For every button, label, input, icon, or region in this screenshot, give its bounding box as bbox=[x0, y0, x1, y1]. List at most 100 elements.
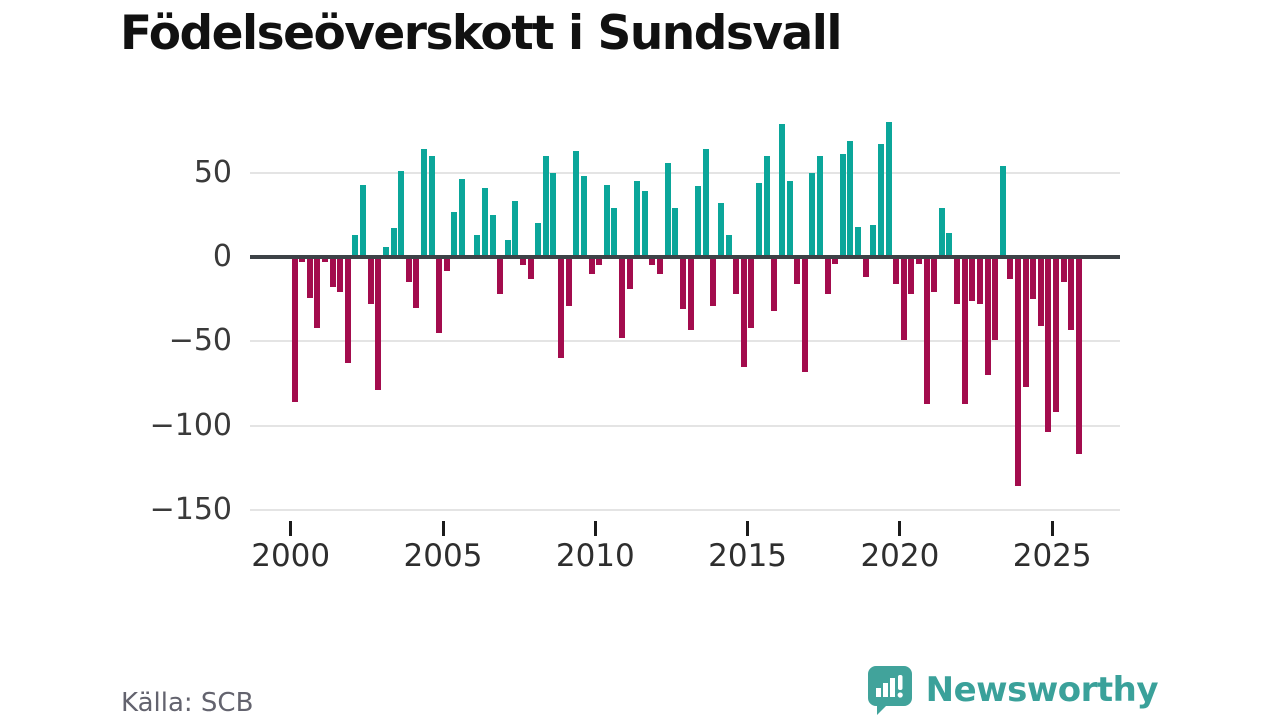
brand-name: Newsworthy bbox=[925, 670, 1159, 710]
x-tick-2025 bbox=[1050, 521, 1054, 536]
bar-2020Q2 bbox=[908, 257, 915, 295]
gridline-y-50 bbox=[250, 340, 1120, 343]
bar-2008Q2 bbox=[542, 155, 549, 257]
bar-2014Q1 bbox=[717, 203, 724, 257]
x-axis-label-2020: 2020 bbox=[860, 538, 940, 574]
bar-2011Q2 bbox=[634, 181, 641, 257]
bar-2000Q3 bbox=[306, 257, 313, 298]
bar-2021Q1 bbox=[931, 257, 938, 293]
bar-2022Q4 bbox=[984, 257, 991, 376]
bar-2015Q4 bbox=[771, 257, 778, 311]
bar-2009Q2 bbox=[573, 150, 580, 257]
bar-2003Q2 bbox=[390, 228, 397, 257]
bar-2006Q2 bbox=[481, 187, 488, 257]
bar-2001Q1 bbox=[322, 257, 328, 263]
source-label: Källa: SCB bbox=[121, 688, 254, 718]
bar-2025Q4 bbox=[1075, 257, 1082, 455]
bar-2008Q4 bbox=[558, 257, 564, 359]
bar-2018Q1 bbox=[839, 154, 846, 257]
bar-2021Q4 bbox=[954, 257, 960, 305]
bar-2005Q3 bbox=[459, 179, 465, 257]
bar-2004Q1 bbox=[413, 257, 420, 308]
y-axis-label--150: −150 bbox=[149, 492, 232, 528]
x-axis-label-2000: 2000 bbox=[251, 538, 331, 574]
bar-2001Q4 bbox=[344, 257, 351, 364]
x-tick-2000 bbox=[289, 521, 293, 536]
x-axis-label-2015: 2015 bbox=[708, 538, 788, 574]
bar-2009Q1 bbox=[565, 257, 572, 306]
bar-2001Q2 bbox=[329, 257, 336, 288]
bar-2024Q1 bbox=[1022, 257, 1029, 387]
bar-2023Q1 bbox=[992, 257, 999, 340]
x-axis-label-2005: 2005 bbox=[403, 538, 483, 574]
bar-2025Q2 bbox=[1060, 257, 1067, 283]
bar-2024Q4 bbox=[1045, 257, 1052, 433]
bar-2006Q1 bbox=[474, 235, 481, 257]
bar-2002Q2 bbox=[360, 184, 366, 257]
bar-2019Q4 bbox=[893, 257, 900, 284]
bar-2002Q3 bbox=[367, 257, 374, 305]
bar-2021Q3 bbox=[946, 233, 953, 257]
bar-2011Q1 bbox=[626, 257, 633, 290]
bar-2007Q4 bbox=[527, 257, 534, 279]
bar-2023Q2 bbox=[999, 165, 1006, 257]
bar-2018Q3 bbox=[855, 226, 861, 257]
bar-2022Q1 bbox=[961, 257, 968, 404]
bar-2004Q2 bbox=[421, 149, 427, 257]
bar-2011Q3 bbox=[641, 191, 648, 257]
bar-2022Q2 bbox=[969, 257, 976, 301]
bar-2003Q1 bbox=[382, 246, 389, 257]
y-axis-label-50: 50 bbox=[193, 154, 232, 190]
bar-2017Q1 bbox=[809, 172, 816, 257]
bar-2024Q2 bbox=[1030, 257, 1037, 300]
bar-2000Q2 bbox=[299, 257, 306, 263]
bar-2012Q4 bbox=[679, 257, 686, 310]
bar-2022Q3 bbox=[976, 257, 983, 305]
bar-2010Q2 bbox=[603, 184, 610, 257]
bar-2005Q2 bbox=[451, 211, 458, 257]
bar-2008Q3 bbox=[550, 172, 557, 257]
bar-2003Q4 bbox=[405, 257, 412, 283]
newsworthy-logo-icon bbox=[867, 666, 912, 715]
bar-2019Q3 bbox=[885, 122, 892, 257]
bar-2012Q1 bbox=[657, 257, 663, 274]
bar-2010Q3 bbox=[611, 208, 618, 257]
bar-2004Q3 bbox=[428, 155, 435, 257]
bar-2019Q2 bbox=[877, 144, 884, 257]
bar-2012Q3 bbox=[672, 208, 679, 257]
bar-2017Q4 bbox=[832, 257, 839, 264]
bar-2004Q4 bbox=[436, 257, 443, 333]
bar-2007Q2 bbox=[512, 201, 519, 257]
bar-2021Q2 bbox=[938, 208, 945, 257]
bar-2016Q2 bbox=[786, 181, 793, 257]
bar-2014Q4 bbox=[740, 257, 747, 367]
bar-2013Q3 bbox=[702, 149, 709, 257]
x-tick-2015 bbox=[746, 521, 750, 536]
bar-2011Q4 bbox=[649, 257, 656, 266]
x-tick-2020 bbox=[898, 521, 902, 536]
bar-2003Q3 bbox=[398, 171, 405, 257]
bar-2007Q1 bbox=[504, 240, 511, 257]
bar-2016Q4 bbox=[801, 257, 808, 372]
bar-2017Q3 bbox=[824, 257, 831, 295]
bar-2002Q4 bbox=[375, 257, 382, 391]
bar-2019Q1 bbox=[870, 224, 877, 257]
bar-2012Q2 bbox=[664, 162, 671, 257]
y-axis-label--50: −50 bbox=[168, 323, 232, 359]
bar-2024Q3 bbox=[1037, 257, 1044, 327]
bar-2016Q1 bbox=[778, 123, 785, 257]
bar-2009Q4 bbox=[588, 257, 595, 274]
brand-footer: Newsworthy bbox=[866, 664, 1159, 716]
bar-2014Q3 bbox=[733, 257, 740, 295]
bar-2010Q1 bbox=[596, 257, 603, 266]
bar-2025Q3 bbox=[1068, 257, 1075, 330]
y-axis-label-0: 0 bbox=[212, 239, 232, 274]
bar-2008Q1 bbox=[535, 223, 542, 257]
bar-2006Q4 bbox=[497, 257, 504, 295]
bar-2013Q4 bbox=[710, 257, 717, 306]
chart-title: Födelseöverskott i Sundsvall bbox=[120, 6, 842, 61]
bar-2020Q4 bbox=[923, 257, 930, 404]
bar-2000Q4 bbox=[314, 257, 321, 328]
